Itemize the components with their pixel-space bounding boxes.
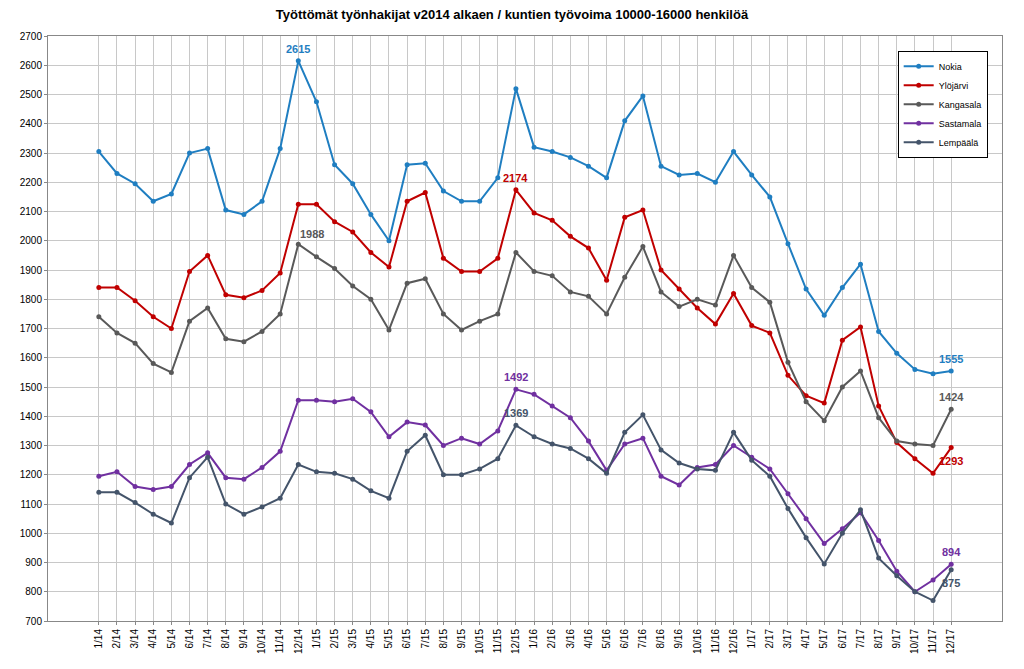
svg-text:Sastamala: Sastamala [939, 119, 982, 129]
svg-text:10/14: 10/14 [256, 629, 267, 654]
svg-text:2/15: 2/15 [329, 629, 340, 649]
svg-text:9/16: 9/16 [673, 629, 684, 649]
svg-text:11/17: 11/17 [927, 629, 938, 654]
svg-text:1424: 1424 [939, 391, 964, 403]
svg-text:1700: 1700 [20, 323, 43, 334]
svg-text:7/16: 7/16 [637, 629, 648, 649]
svg-text:2400: 2400 [20, 118, 43, 129]
svg-text:Nokia: Nokia [939, 62, 962, 72]
svg-text:1400: 1400 [20, 411, 43, 422]
svg-text:1000: 1000 [20, 528, 43, 539]
svg-text:12/16: 12/16 [728, 629, 739, 654]
svg-text:12/14: 12/14 [293, 629, 304, 654]
svg-text:Ylöjärvi: Ylöjärvi [939, 81, 969, 91]
svg-text:5/16: 5/16 [601, 629, 612, 649]
svg-text:10/16: 10/16 [692, 629, 703, 654]
svg-text:1200: 1200 [20, 469, 43, 480]
svg-text:2/17: 2/17 [764, 629, 775, 649]
svg-text:8/14: 8/14 [220, 629, 231, 649]
svg-text:11/16: 11/16 [710, 629, 721, 654]
svg-text:3/14: 3/14 [129, 629, 140, 649]
svg-text:1369: 1369 [504, 407, 528, 419]
svg-text:894: 894 [942, 546, 961, 558]
svg-text:6/15: 6/15 [401, 629, 412, 649]
svg-text:1988: 1988 [300, 228, 324, 240]
svg-text:8/17: 8/17 [873, 629, 884, 649]
svg-text:7/15: 7/15 [420, 629, 431, 649]
svg-text:1/17: 1/17 [746, 629, 757, 649]
svg-text:10/15: 10/15 [474, 629, 485, 654]
svg-text:2200: 2200 [20, 177, 43, 188]
svg-text:4/15: 4/15 [365, 629, 376, 649]
svg-text:9/17: 9/17 [891, 629, 902, 649]
svg-text:Lempäälä: Lempäälä [939, 138, 979, 148]
svg-text:7/14: 7/14 [202, 629, 213, 649]
svg-text:5/17: 5/17 [818, 629, 829, 649]
svg-text:8/16: 8/16 [655, 629, 666, 649]
svg-text:1/16: 1/16 [528, 629, 539, 649]
svg-text:900: 900 [25, 557, 42, 568]
svg-text:3/15: 3/15 [347, 629, 358, 649]
svg-text:1492: 1492 [504, 371, 528, 383]
svg-text:1/14: 1/14 [93, 629, 104, 649]
svg-text:8/15: 8/15 [438, 629, 449, 649]
svg-text:1100: 1100 [20, 499, 42, 510]
svg-text:6/17: 6/17 [837, 629, 848, 649]
svg-text:2500: 2500 [20, 89, 43, 100]
svg-text:Työttömät työnhakijat v2014 al: Työttömät työnhakijat v2014 alkaen / kun… [276, 7, 749, 22]
svg-text:11/14: 11/14 [274, 629, 285, 654]
svg-text:9/14: 9/14 [238, 629, 249, 649]
svg-text:2615: 2615 [286, 43, 310, 55]
svg-text:Kangasala: Kangasala [939, 100, 982, 110]
svg-text:1500: 1500 [20, 382, 43, 393]
svg-text:2/14: 2/14 [111, 629, 122, 649]
svg-text:2600: 2600 [20, 60, 43, 71]
svg-text:2174: 2174 [503, 172, 528, 184]
svg-text:2000: 2000 [20, 235, 43, 246]
svg-text:7/17: 7/17 [855, 629, 866, 649]
svg-text:1/15: 1/15 [311, 629, 322, 649]
svg-text:9/15: 9/15 [456, 629, 467, 649]
svg-text:1600: 1600 [20, 352, 43, 363]
svg-text:3/16: 3/16 [565, 629, 576, 649]
svg-text:1555: 1555 [939, 353, 963, 365]
svg-text:6/14: 6/14 [184, 629, 195, 649]
svg-text:1300: 1300 [20, 440, 43, 451]
svg-text:10/17: 10/17 [909, 629, 920, 654]
svg-text:1900: 1900 [20, 265, 43, 276]
svg-text:2700: 2700 [20, 31, 43, 42]
svg-text:875: 875 [942, 577, 960, 589]
svg-text:4/16: 4/16 [583, 629, 594, 649]
svg-text:5/15: 5/15 [383, 629, 394, 649]
svg-text:6/16: 6/16 [619, 629, 630, 649]
svg-text:800: 800 [25, 586, 42, 597]
svg-text:4/17: 4/17 [800, 629, 811, 649]
svg-text:11/15: 11/15 [492, 629, 503, 654]
svg-text:3/17: 3/17 [782, 629, 793, 649]
svg-text:1800: 1800 [20, 294, 43, 305]
svg-text:4/14: 4/14 [147, 629, 158, 649]
svg-text:2300: 2300 [20, 148, 43, 159]
svg-text:2/16: 2/16 [546, 629, 557, 649]
svg-text:12/17: 12/17 [945, 629, 956, 654]
svg-text:1293: 1293 [939, 455, 963, 467]
svg-text:2100: 2100 [20, 206, 43, 217]
svg-text:5/14: 5/14 [166, 629, 177, 649]
svg-text:700: 700 [25, 616, 42, 627]
svg-text:12/15: 12/15 [510, 629, 521, 654]
